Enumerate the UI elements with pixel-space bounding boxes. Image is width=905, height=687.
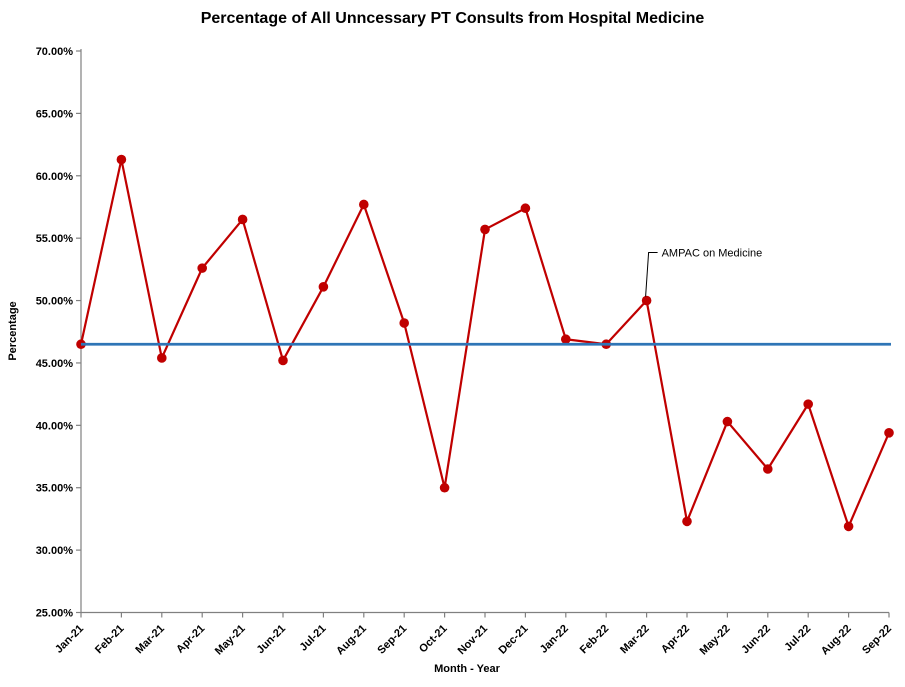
data-point-jan-22 [561,334,571,345]
data-point-jun-21 [278,355,288,366]
data-point-jul-22 [803,399,813,409]
x-tick-label-sep-21: Sep-21 [375,623,409,657]
x-tick-label-jun-22: Jun-22 [739,623,773,657]
data-point-jun-22 [763,464,773,474]
y-tick-label: 70.00% [36,46,74,58]
y-tick-label: 25.00% [36,608,74,620]
chart-title: Percentage of All Unncessary PT Consults… [200,10,705,27]
x-tick-label-jan-22: Jan-22 [538,623,571,656]
y-tick-label: 30.00% [36,545,74,557]
x-tick-label-oct-21: Oct-21 [417,623,450,656]
data-point-sep-22 [884,428,894,438]
x-tick-label-jan-21: Jan-21 [53,623,86,656]
x-tick-label-feb-22: Feb-22 [578,623,612,657]
x-tick-label-sep-22: Sep-22 [860,623,894,657]
y-tick-label: 50.00% [36,296,74,308]
x-tick-label-feb-21: Feb-21 [93,623,127,657]
data-point-sep-21 [399,318,410,328]
annotation-leader [645,252,658,297]
data-point-jul-21 [318,282,329,292]
data-point-may-22 [722,416,733,427]
y-tick-label: 40.00% [36,420,74,432]
y-tick-label: 65.00% [36,108,74,120]
x-tick-label-mar-21: Mar-21 [133,623,167,657]
x-tick-label-jul-22: Jul-22 [782,623,813,654]
x-tick-label-apr-21: Apr-21 [174,623,207,656]
y-tick-label: 35.00% [36,483,74,495]
data-point-may-21 [237,214,248,225]
y-tick-label: 60.00% [36,171,74,183]
x-tick-label-may-22: May-22 [698,623,733,658]
x-tick-label-aug-22: Aug-22 [819,623,854,658]
data-point-nov-21 [480,224,490,235]
data-point-apr-21 [197,263,207,273]
x-tick-label-apr-22: Apr-22 [659,623,692,656]
x-tick-label-jul-21: Jul-21 [298,623,329,654]
x-tick-label-jun-21: Jun-21 [255,623,289,657]
x-axis-title: Month - Year [434,663,500,675]
y-tick-label: 55.00% [36,233,74,245]
data-point-aug-22 [843,521,854,532]
x-tick-label-mar-22: Mar-22 [618,623,652,657]
data-point-aug-21 [359,199,369,210]
data-point-mar-22 [641,295,652,306]
data-point-dec-21 [520,203,531,214]
y-tick-label: 45.00% [36,358,74,370]
x-tick-label-may-21: May-21 [213,623,248,658]
x-tick-label-aug-21: Aug-21 [334,623,369,658]
x-tick-label-nov-21: Nov-21 [456,623,490,657]
data-point-feb-21 [116,154,127,165]
data-point-apr-22 [682,516,692,527]
x-tick-label-dec-21: Dec-21 [497,623,531,657]
data-point-oct-21 [439,482,450,493]
annotation-label: AMPAC on Medicine [662,248,763,260]
data-point-mar-21 [157,353,167,363]
